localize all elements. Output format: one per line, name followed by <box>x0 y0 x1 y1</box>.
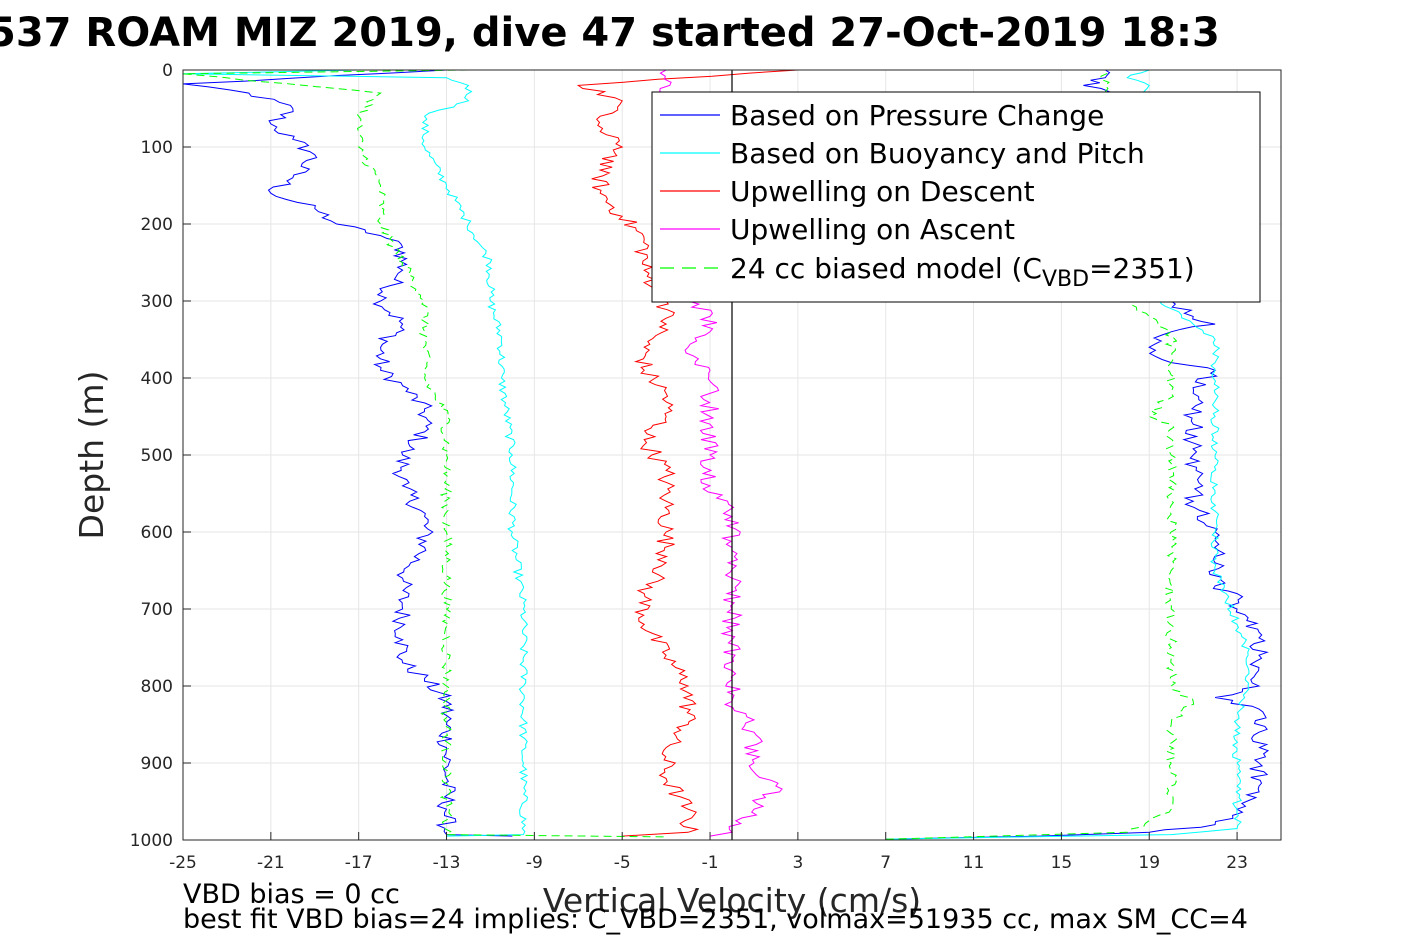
x-tick-label: -9 <box>526 853 543 873</box>
y-tick-label: 100 <box>141 138 173 158</box>
x-axis-label: Vertical Velocity (cm/s) <box>543 881 921 920</box>
legend-label-biased-model-sub: VBD <box>1042 267 1089 292</box>
y-tick-label: 700 <box>141 600 173 620</box>
legend-label-upwelling-descent: Upwelling on Descent <box>730 175 1035 208</box>
legend-label-biased-model-main: 24 cc biased model (C <box>730 252 1042 285</box>
x-tick-label: 23 <box>1226 853 1248 873</box>
y-tick-label: 300 <box>141 292 173 312</box>
y-axis-ticks: 0 100 200 300 400 500 600 700 800 900 1000 <box>130 61 191 851</box>
legend-label-pressure: Based on Pressure Change <box>730 99 1104 132</box>
legend-label-biased-model: 24 cc biased model (CVBD=2351) <box>730 252 1195 292</box>
y-tick-label: 800 <box>141 677 173 697</box>
x-tick-label: -1 <box>702 853 719 873</box>
legend-label-upwelling-ascent: Upwelling on Ascent <box>730 213 1015 246</box>
x-tick-label: 3 <box>792 853 803 873</box>
y-tick-label: 400 <box>141 369 173 389</box>
legend: Based on Pressure Change Based on Buoyan… <box>651 91 1261 303</box>
x-tick-label: -5 <box>614 853 631 873</box>
x-tick-label: -25 <box>169 853 197 873</box>
x-tick-label: 15 <box>1051 853 1073 873</box>
legend-label-buoyancy: Based on Buoyancy and Pitch <box>730 137 1145 170</box>
x-axis-ticks: -25 -21 -17 -13 -9 -5 -1 3 7 11 15 19 23 <box>169 832 1248 873</box>
series-line-5-descent <box>182 69 667 838</box>
legend-box <box>651 91 1261 303</box>
x-tick-label: -21 <box>257 853 285 873</box>
vbd-bias-note: VBD bias = 0 cc <box>183 879 400 910</box>
y-tick-label: 500 <box>141 446 173 466</box>
x-tick-label: 19 <box>1138 853 1160 873</box>
series-line-2-descent <box>182 69 529 837</box>
series-line-3-descent <box>576 69 798 837</box>
y-tick-label: 200 <box>141 215 173 235</box>
y-tick-label: 0 <box>162 61 173 81</box>
y-axis-label: Depth (m) <box>72 371 111 540</box>
best-fit-note: best fit VBD bias=24 implies: C_VBD=2351… <box>183 904 1248 935</box>
y-tick-label: 900 <box>141 754 173 774</box>
y-tick-label: 600 <box>141 523 173 543</box>
x-tick-label: 7 <box>880 853 891 873</box>
chart-title: 537 ROAM MIZ 2019, dive 47 started 27-Oc… <box>0 10 1220 56</box>
y-tick-label: 1000 <box>130 831 173 851</box>
x-tick-label: -17 <box>345 853 373 873</box>
legend-label-biased-model-tail: =2351) <box>1089 252 1195 285</box>
x-tick-label: 11 <box>963 853 985 873</box>
series-line-1-descent <box>182 69 513 837</box>
x-tick-label: -13 <box>433 853 461 873</box>
